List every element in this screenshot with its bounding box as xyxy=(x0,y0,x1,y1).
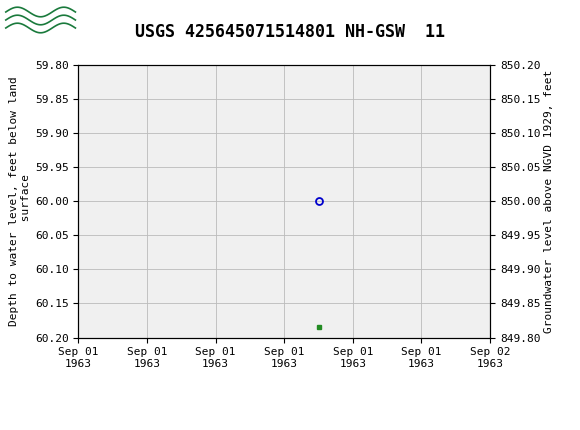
Y-axis label: Groundwater level above NGVD 1929, feet: Groundwater level above NGVD 1929, feet xyxy=(545,69,554,333)
Legend: Period of approved data: Period of approved data xyxy=(184,428,385,430)
Y-axis label: Depth to water level, feet below land
 surface: Depth to water level, feet below land su… xyxy=(9,76,31,326)
Text: USGS 425645071514801 NH-GSW  11: USGS 425645071514801 NH-GSW 11 xyxy=(135,23,445,41)
FancyBboxPatch shape xyxy=(3,3,78,37)
Text: USGS: USGS xyxy=(84,9,153,29)
